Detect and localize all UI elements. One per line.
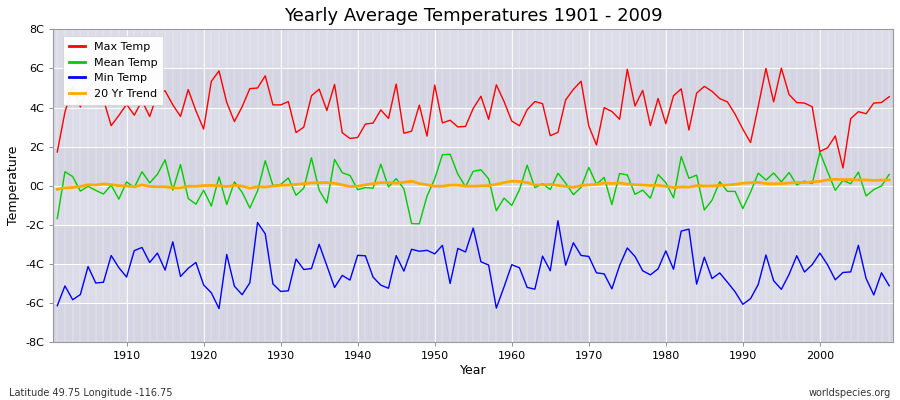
Bar	[53, 186, 893, 225]
Legend: Max Temp, Mean Temp, Min Temp, 20 Yr Trend: Max Temp, Mean Temp, Min Temp, 20 Yr Tre…	[63, 36, 164, 105]
Title: Yearly Average Temperatures 1901 - 2009: Yearly Average Temperatures 1901 - 2009	[284, 7, 662, 25]
Text: worldspecies.org: worldspecies.org	[809, 388, 891, 398]
Bar	[53, 147, 893, 186]
Bar	[53, 29, 893, 68]
Bar	[53, 303, 893, 342]
Bar	[53, 225, 893, 264]
Bar	[53, 264, 893, 303]
Y-axis label: Temperature: Temperature	[7, 146, 20, 226]
Text: Latitude 49.75 Longitude -116.75: Latitude 49.75 Longitude -116.75	[9, 388, 173, 398]
Bar	[53, 108, 893, 147]
Bar	[53, 68, 893, 108]
X-axis label: Year: Year	[460, 364, 487, 377]
